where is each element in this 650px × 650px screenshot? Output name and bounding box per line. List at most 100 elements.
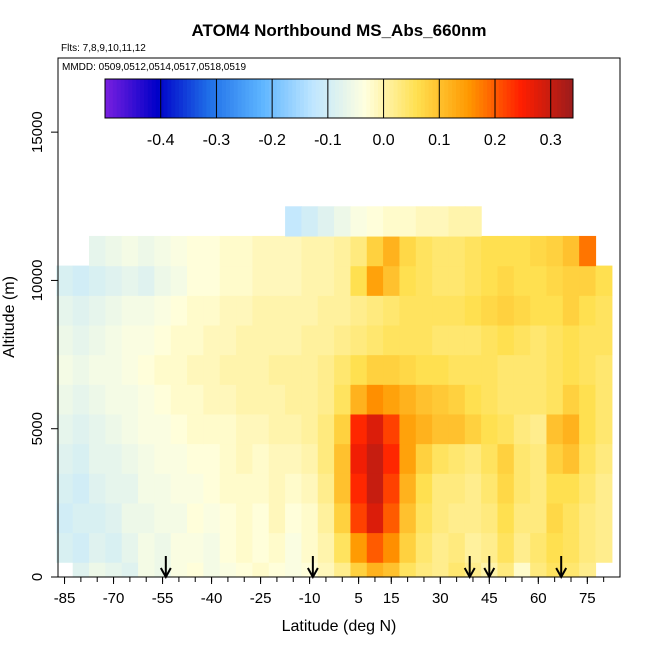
colorbar-segment: [108, 79, 114, 118]
heatmap-cell: [138, 295, 155, 326]
heatmap-cell: [138, 473, 155, 504]
heatmap-cell: [415, 265, 433, 296]
heatmap-cell: [448, 324, 466, 356]
heatmap-cell: [268, 295, 286, 326]
heatmap-cell: [366, 562, 384, 578]
y-axis-title: Altitude (m): [1, 276, 18, 358]
heatmap-cell: [366, 384, 384, 415]
colorbar-segment: [163, 79, 168, 118]
heatmap-cell: [334, 384, 352, 415]
chart-title: ATOM4 Northbound MS_Abs_660nm: [191, 21, 486, 40]
heatmap-cell: [56, 295, 74, 326]
colorbar-segment: [381, 79, 387, 118]
heatmap-cell: [121, 265, 139, 296]
heatmap-cell: [317, 413, 335, 445]
heatmap-cell: [448, 443, 466, 474]
heatmap-cell: [415, 473, 433, 504]
heatmap-cell: [579, 502, 597, 534]
heatmap-cell: [350, 562, 368, 578]
heatmap-cell: [334, 354, 352, 385]
heatmap-cell: [301, 235, 319, 267]
heatmap-cell: [285, 413, 303, 445]
heatmap-cell: [366, 295, 384, 326]
heatmap-cell: [432, 265, 450, 296]
colorbar-segment: [253, 79, 258, 118]
heatmap-cell: [56, 413, 74, 445]
colorbar-segment: [206, 79, 211, 118]
heatmap-cell: [562, 532, 580, 563]
heatmap-cell: [562, 235, 580, 267]
heatmap-cell: [154, 384, 172, 415]
heatmap-cell: [203, 413, 221, 445]
colorbar-segment: [175, 79, 180, 118]
heatmap-cell: [138, 324, 155, 356]
heatmap-cell: [187, 473, 204, 504]
colorbar-segment: [545, 79, 551, 118]
heatmap-cell: [236, 473, 254, 504]
heatmap-cell: [56, 473, 74, 504]
heatmap-cell: [105, 502, 123, 534]
heatmap-cell: [481, 384, 499, 415]
heatmap-cell: [154, 235, 172, 267]
heatmap-cell: [268, 502, 286, 534]
heatmap-cell: [301, 413, 319, 445]
heatmap-cell: [415, 295, 433, 326]
heatmap-cell: [154, 265, 172, 296]
heatmap-cell: [219, 265, 237, 296]
heatmap-cell: [154, 532, 172, 563]
colorbar-segment: [245, 79, 250, 118]
heatmap-cell: [56, 265, 74, 296]
heatmap-cell: [317, 265, 335, 296]
heatmap-cell: [252, 295, 270, 326]
heatmap-cell: [546, 502, 564, 534]
heatmap-cell: [170, 295, 188, 326]
heatmap-cell: [317, 206, 335, 237]
heatmap-cell: [481, 265, 499, 296]
heatmap-cell: [334, 443, 352, 474]
heatmap-cell: [219, 502, 237, 534]
heatmap-cell: [317, 295, 335, 326]
colorbar-segment: [136, 79, 141, 118]
heatmap-cell: [170, 502, 188, 534]
colorbar-segment: [502, 79, 508, 118]
heatmap-cell: [399, 384, 417, 415]
heatmap-cell: [154, 295, 172, 326]
heatmap-cell: [415, 384, 433, 415]
heatmap-cell: [595, 502, 613, 534]
heatmap-cell: [121, 384, 139, 415]
colorbar-segment: [210, 79, 215, 118]
heatmap-cell: [236, 562, 254, 578]
heatmap-cell: [154, 354, 172, 385]
heatmap-cell: [268, 562, 286, 578]
colorbar-segment: [147, 79, 153, 118]
heatmap-cell: [464, 413, 482, 445]
heatmap-cell: [432, 413, 450, 445]
heatmap-cell: [432, 354, 450, 385]
heatmap-cell: [497, 295, 515, 326]
heatmap-cell: [170, 473, 188, 504]
heatmap-cell: [334, 413, 352, 445]
colorbar-segment: [261, 79, 266, 118]
colorbar-frame: [104, 78, 574, 119]
heatmap-cell: [72, 413, 90, 445]
heatmap-cell: [187, 324, 204, 356]
heatmap-cell: [301, 384, 319, 415]
heatmap-cell: [383, 413, 401, 445]
heatmap-cell: [334, 206, 352, 237]
heatmap-cell: [121, 502, 139, 534]
x-tick-label: -55: [152, 590, 174, 607]
colorbar-segment: [366, 79, 371, 118]
heatmap-cell: [448, 384, 466, 415]
heatmap-cell: [562, 265, 580, 296]
heatmap-cell: [121, 413, 139, 445]
heatmap-cell: [399, 473, 417, 504]
heatmap-cell: [268, 473, 286, 504]
heatmap-cell: [399, 295, 417, 326]
colorbar-segment: [183, 79, 188, 118]
colorbar-segment: [374, 79, 379, 118]
heatmap-cell: [383, 324, 401, 356]
heatmap-cell: [105, 384, 123, 415]
colorbar-segment: [487, 79, 492, 118]
heatmap-cell: [203, 265, 221, 296]
heatmap-cell: [285, 502, 303, 534]
